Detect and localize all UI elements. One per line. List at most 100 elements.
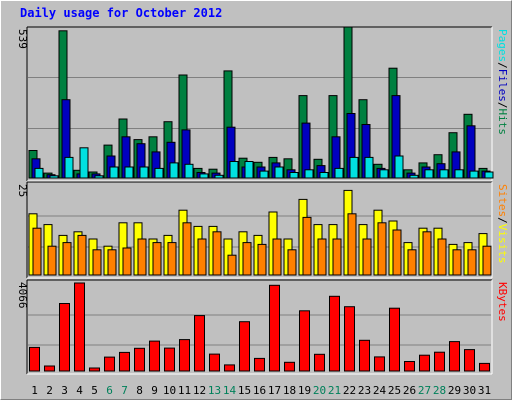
legend-text: KBytes bbox=[496, 282, 509, 322]
bar-kbytes-day-21 bbox=[329, 295, 340, 372]
bar-kbytes-day-17 bbox=[269, 284, 280, 372]
bar-kbytes-day-8 bbox=[134, 347, 145, 372]
bar-pages-day-2 bbox=[49, 175, 59, 179]
legend-bottom: KBytes bbox=[496, 282, 509, 322]
legend-text: / bbox=[496, 62, 509, 69]
x-tick-label: 14 bbox=[223, 384, 237, 397]
bar-kbytes-day-22 bbox=[344, 306, 355, 372]
bar-pages-day-22 bbox=[349, 156, 359, 179]
bar-kbytes-day-6 bbox=[104, 356, 115, 372]
x-tick-label: 17 bbox=[268, 384, 281, 397]
x-tick-label: 16 bbox=[253, 384, 266, 397]
legend-text: / bbox=[496, 102, 509, 109]
bar-pages-day-19 bbox=[304, 169, 314, 179]
bar-sites-day-9 bbox=[152, 242, 162, 276]
x-tick-label: 12 bbox=[193, 384, 206, 397]
x-tick-label: 11 bbox=[178, 384, 191, 397]
bar-sites-day-29 bbox=[452, 249, 462, 276]
x-tick-label: 25 bbox=[388, 384, 401, 397]
bar-kbytes-day-18 bbox=[284, 361, 295, 372]
bar-files-day-30 bbox=[466, 125, 476, 179]
bar-pages-day-6 bbox=[109, 166, 119, 179]
bar-pages-day-30 bbox=[469, 170, 479, 179]
x-tick-label: 13 bbox=[208, 384, 221, 397]
bar-pages-day-23 bbox=[364, 156, 374, 179]
bar-pages-day-25 bbox=[394, 155, 404, 179]
bar-sites-day-31 bbox=[482, 245, 492, 276]
x-tick-label: 3 bbox=[61, 384, 68, 397]
bar-pages-day-27 bbox=[424, 169, 434, 179]
bar-pages-day-15 bbox=[244, 161, 254, 179]
x-tick-label: 6 bbox=[106, 384, 113, 397]
bar-kbytes-day-3 bbox=[59, 303, 70, 372]
bar-kbytes-day-28 bbox=[434, 351, 445, 372]
bar-kbytes-day-10 bbox=[164, 347, 175, 372]
bar-pages-day-1 bbox=[34, 167, 44, 179]
bar-pages-day-11 bbox=[184, 163, 194, 179]
bar-sites-day-10 bbox=[167, 242, 177, 276]
x-tick-label: 18 bbox=[283, 384, 296, 397]
x-tick-label: 23 bbox=[358, 384, 371, 397]
legend-text: Pages bbox=[496, 29, 509, 62]
x-tick-label: 27 bbox=[418, 384, 431, 397]
x-tick-label: 31 bbox=[478, 384, 491, 397]
bar-kbytes-day-23 bbox=[359, 339, 370, 372]
bar-sites-day-25 bbox=[392, 229, 402, 276]
bar-sites-day-24 bbox=[377, 222, 387, 276]
bar-kbytes-day-24 bbox=[374, 356, 385, 372]
x-tick-label: 19 bbox=[298, 384, 311, 397]
bar-kbytes-day-15 bbox=[239, 321, 250, 372]
legend-text: Sites bbox=[496, 184, 509, 217]
bar-sites-day-15 bbox=[242, 242, 252, 276]
bar-pages-day-7 bbox=[124, 166, 134, 179]
bar-kbytes-day-7 bbox=[119, 351, 130, 372]
bar-pages-day-18 bbox=[289, 172, 299, 179]
bar-kbytes-day-25 bbox=[389, 307, 400, 372]
bar-kbytes-day-5 bbox=[89, 367, 100, 372]
x-tick-label: 1 bbox=[31, 384, 38, 397]
legend-text: / bbox=[496, 217, 509, 224]
bar-sites-day-16 bbox=[257, 243, 267, 276]
bar-pages-day-29 bbox=[454, 169, 464, 179]
bar-kbytes-day-29 bbox=[449, 341, 460, 372]
bar-sites-day-4 bbox=[77, 234, 87, 276]
bar-kbytes-day-11 bbox=[179, 339, 190, 372]
x-tick-label: 9 bbox=[151, 384, 158, 397]
bar-pages-day-16 bbox=[259, 170, 269, 179]
legend-text: Files bbox=[496, 69, 509, 102]
bar-pages-day-26 bbox=[409, 174, 419, 179]
bar-pages-day-20 bbox=[319, 172, 329, 179]
scale-max-label-bottom: 4066 bbox=[16, 282, 29, 309]
bar-kbytes-day-13 bbox=[209, 353, 220, 372]
bar-pages-day-13 bbox=[214, 174, 224, 179]
bar-pages-day-21 bbox=[334, 167, 344, 179]
bar-kbytes-day-20 bbox=[314, 353, 325, 372]
bar-kbytes-day-31 bbox=[479, 362, 490, 372]
bar-pages-day-5 bbox=[94, 175, 104, 179]
x-tick-label: 10 bbox=[163, 384, 176, 397]
bar-kbytes-day-30 bbox=[464, 349, 475, 372]
bar-pages-day-28 bbox=[439, 169, 449, 179]
bar-pages-day-3 bbox=[64, 156, 74, 179]
bar-sites-day-21 bbox=[332, 238, 342, 276]
bar-sites-day-27 bbox=[422, 231, 432, 276]
bar-sites-day-17 bbox=[272, 238, 282, 276]
bar-kbytes-day-4 bbox=[74, 282, 85, 372]
x-tick-label: 24 bbox=[373, 384, 387, 397]
bar-sites-day-26 bbox=[407, 249, 417, 276]
bar-sites-day-2 bbox=[47, 245, 57, 276]
bar-kbytes-day-16 bbox=[254, 357, 265, 372]
bar-pages-day-4 bbox=[79, 147, 89, 179]
bar-pages-day-31 bbox=[484, 171, 494, 179]
bar-sites-day-5 bbox=[92, 249, 102, 276]
bar-kbytes-day-1 bbox=[29, 346, 40, 372]
bar-kbytes-day-2 bbox=[44, 365, 55, 372]
bar-sites-day-22 bbox=[347, 213, 357, 276]
bar-sites-day-6 bbox=[107, 249, 117, 276]
bar-kbytes-day-27 bbox=[419, 354, 430, 372]
x-tick-label: 4 bbox=[76, 384, 83, 397]
bar-pages-day-8 bbox=[139, 166, 149, 179]
bar-sites-day-30 bbox=[467, 249, 477, 276]
legend-text: Hits bbox=[496, 109, 509, 136]
